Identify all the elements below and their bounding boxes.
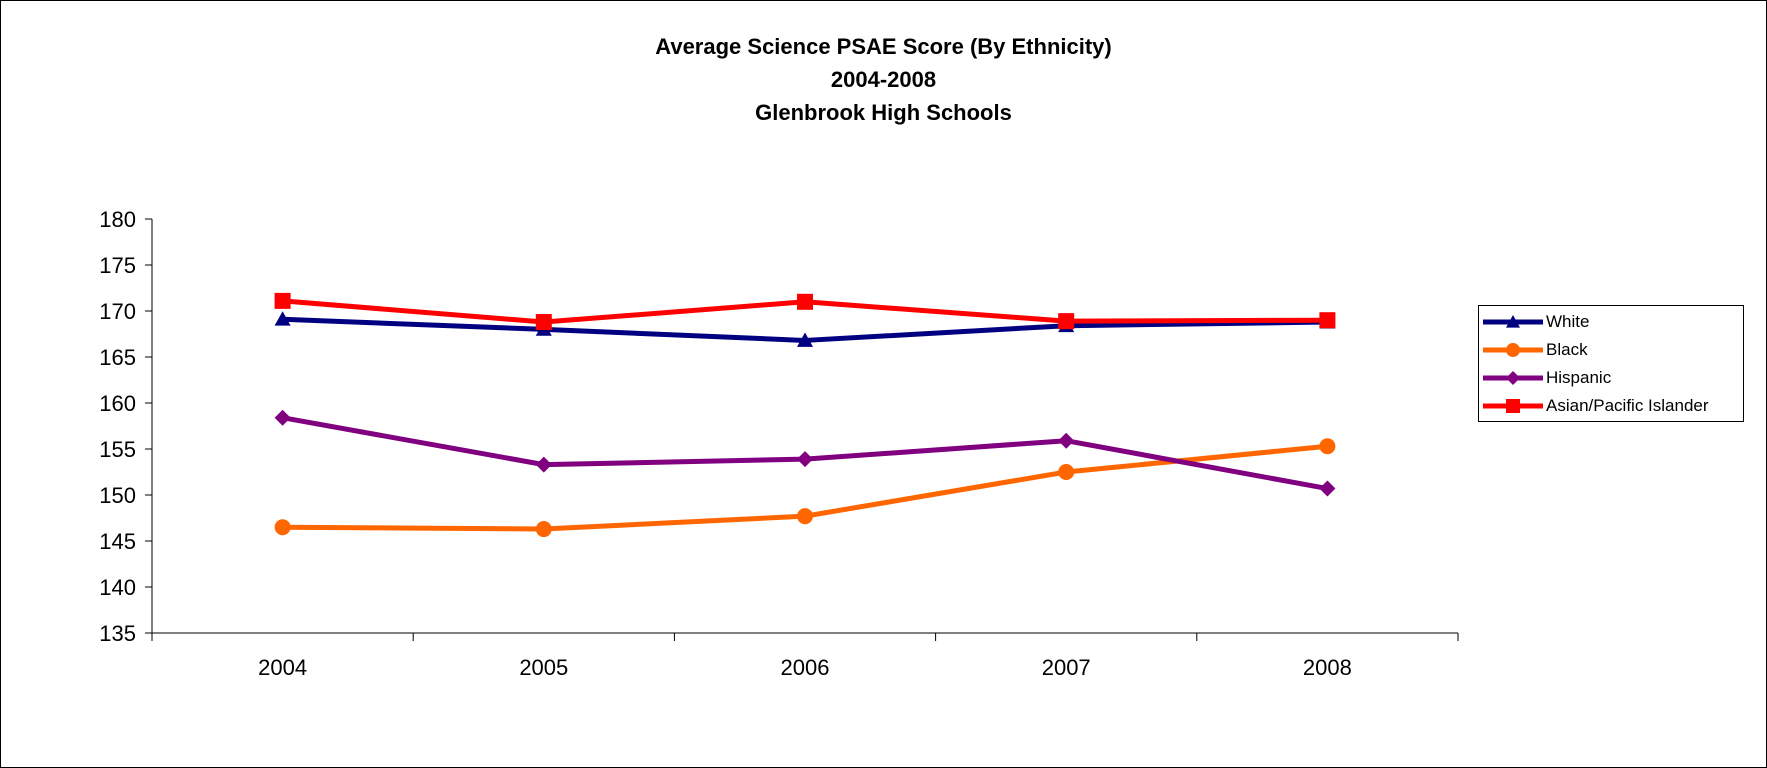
- y-tick-label: 175: [99, 253, 136, 278]
- legend-label-asian-pacific-islander: Asian/Pacific Islander: [1546, 396, 1709, 415]
- data-point-asian-pacific-islander: [535, 314, 552, 331]
- data-point-hispanic: [1058, 432, 1075, 449]
- data-point-hispanic: [797, 451, 813, 468]
- y-tick-label: 135: [99, 621, 136, 646]
- legend-swatch-black: [1483, 343, 1543, 357]
- legend-swatch-marker: [1506, 371, 1520, 385]
- legend-swatch-marker: [1506, 315, 1520, 328]
- legend-item-asian-pacific-islander: Asian/Pacific Islander: [1479, 392, 1741, 420]
- data-point-white: [797, 332, 813, 347]
- chart-title-line-3: Glenbrook High Schools: [755, 100, 1012, 125]
- legend-item-black: Black: [1479, 336, 1741, 364]
- y-tick-label: 180: [99, 207, 136, 232]
- legend-swatch-asian-pacific-islander: [1483, 399, 1543, 413]
- data-point-asian-pacific-islander: [274, 292, 291, 309]
- x-tick-label: 2004: [258, 655, 307, 680]
- legend-swatch-hispanic: [1483, 371, 1543, 385]
- legend-label-black: Black: [1546, 340, 1588, 359]
- x-tick-label: 2007: [1042, 655, 1091, 680]
- y-tick-label: 170: [99, 299, 136, 324]
- x-tick-label: 2005: [519, 655, 568, 680]
- data-point-black: [797, 508, 813, 525]
- data-point-black: [1319, 438, 1336, 455]
- y-tick-label: 160: [99, 391, 136, 416]
- y-tick-label: 140: [99, 575, 136, 600]
- legend-item-hispanic: Hispanic: [1479, 364, 1741, 392]
- legend-swatch-marker: [1506, 343, 1520, 357]
- chart-title-line-1: Average Science PSAE Score (By Ethnicity…: [655, 34, 1112, 59]
- data-point-hispanic: [1319, 480, 1336, 497]
- legend-swatch-white: [1483, 315, 1543, 328]
- data-point-asian-pacific-islander: [797, 293, 813, 310]
- data-point-black: [274, 519, 291, 536]
- data-point-black: [535, 521, 552, 538]
- legend-swatch-marker: [1506, 399, 1520, 413]
- data-point-white: [274, 311, 291, 326]
- x-tick-label: 2008: [1303, 655, 1352, 680]
- data-point-black: [1058, 464, 1075, 480]
- legend-label-hispanic: Hispanic: [1546, 368, 1612, 387]
- y-tick-label: 145: [99, 529, 136, 554]
- data-point-hispanic: [274, 409, 291, 426]
- chart-title: Average Science PSAE Score (By Ethnicity…: [0, 30, 1767, 129]
- data-point-asian-pacific-islander: [1058, 313, 1075, 330]
- x-tick-label: 2006: [781, 655, 830, 680]
- y-tick-label: 165: [99, 345, 136, 370]
- y-tick-label: 155: [99, 437, 136, 462]
- legend-label-white: White: [1546, 312, 1590, 331]
- data-point-asian-pacific-islander: [1319, 312, 1336, 329]
- y-tick-label: 150: [99, 483, 136, 508]
- data-point-hispanic: [535, 456, 552, 473]
- legend: White Black Hispanic Asian/Pacific Islander: [1478, 305, 1744, 422]
- chart-title-line-2: 2004-2008: [830, 67, 937, 92]
- legend-item-white: White: [1479, 308, 1741, 336]
